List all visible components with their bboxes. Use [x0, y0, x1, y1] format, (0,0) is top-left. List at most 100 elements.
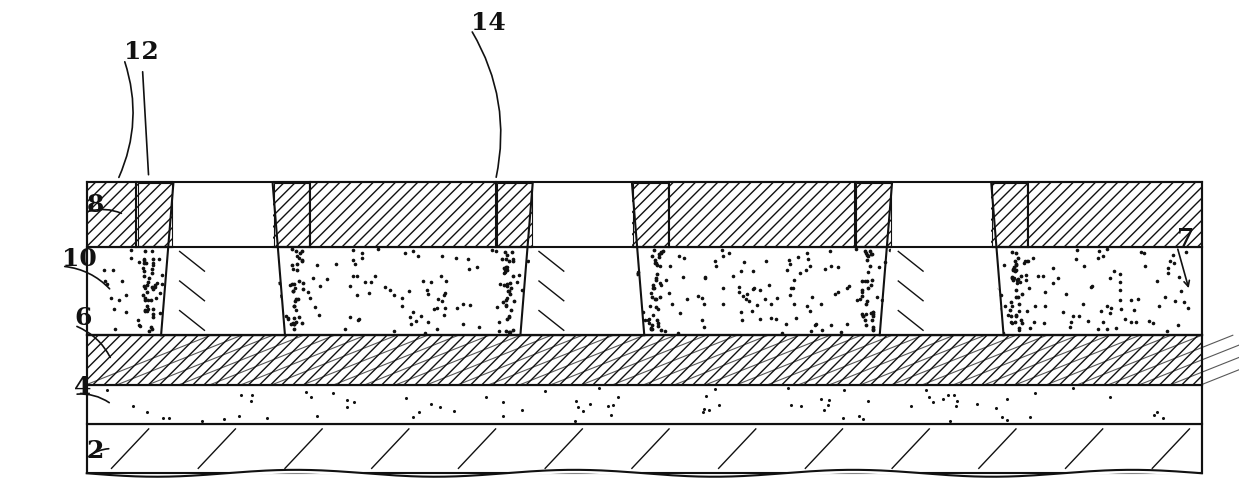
Point — [731, 267, 751, 275]
Point — [919, 392, 939, 400]
Point — [642, 289, 662, 297]
Point — [497, 251, 517, 259]
Point — [642, 293, 662, 301]
Point — [256, 252, 276, 260]
Point — [930, 267, 950, 275]
Point — [1007, 254, 1027, 262]
Point — [812, 326, 831, 334]
Point — [864, 308, 883, 316]
Point — [554, 258, 574, 266]
Point — [933, 394, 953, 402]
Point — [445, 407, 465, 415]
Point — [496, 263, 515, 271]
Point — [638, 316, 658, 324]
Point — [494, 264, 514, 272]
Point — [121, 254, 141, 262]
Point — [503, 297, 523, 305]
Point — [852, 415, 872, 423]
Point — [393, 294, 413, 302]
Point — [913, 257, 933, 265]
Point — [142, 310, 162, 318]
Point — [970, 245, 990, 253]
Point — [208, 294, 228, 302]
Point — [1156, 293, 1176, 301]
Point — [123, 402, 142, 410]
Point — [1066, 255, 1085, 263]
Point — [130, 322, 150, 330]
Point — [1098, 302, 1118, 310]
Point — [292, 285, 312, 293]
Point — [930, 276, 950, 283]
Point — [461, 301, 481, 309]
Point — [1006, 248, 1026, 256]
Point — [996, 416, 1016, 424]
Point — [954, 287, 974, 295]
Point — [782, 401, 802, 409]
Point — [852, 310, 872, 318]
Point — [852, 278, 872, 285]
Point — [644, 246, 664, 253]
Point — [1093, 252, 1113, 260]
Point — [642, 252, 662, 260]
Point — [497, 302, 517, 310]
Point — [467, 263, 487, 271]
Point — [254, 318, 274, 326]
Point — [135, 247, 155, 255]
Point — [580, 400, 600, 408]
Point — [650, 326, 670, 334]
Point — [756, 295, 776, 303]
Point — [820, 247, 840, 255]
Point — [499, 287, 519, 295]
Point — [1048, 274, 1068, 282]
Point — [301, 393, 321, 401]
Point — [141, 282, 161, 290]
Point — [1011, 316, 1031, 324]
Point — [1009, 308, 1028, 316]
Point — [940, 417, 960, 424]
Point — [660, 262, 680, 270]
Point — [242, 397, 261, 405]
Point — [1020, 413, 1040, 421]
Point — [415, 329, 435, 337]
Point — [1043, 280, 1063, 287]
Point — [366, 272, 385, 280]
Point — [199, 279, 219, 286]
Point — [674, 254, 694, 262]
Point — [648, 305, 668, 313]
Point — [493, 255, 513, 263]
Point — [499, 257, 519, 265]
Point — [834, 387, 854, 394]
Point — [947, 402, 966, 410]
Point — [872, 296, 892, 304]
Point — [733, 258, 753, 266]
Point — [1162, 250, 1182, 258]
Point — [939, 267, 959, 275]
Point — [497, 281, 517, 288]
Point — [601, 412, 621, 420]
Point — [923, 398, 943, 406]
Point — [497, 255, 517, 263]
Point — [501, 306, 520, 314]
Point — [933, 324, 953, 332]
Point — [668, 329, 688, 337]
Point — [800, 307, 820, 315]
Point — [606, 300, 626, 308]
Point — [136, 308, 156, 316]
Point — [803, 293, 823, 301]
Point — [145, 282, 165, 289]
Point — [206, 308, 225, 316]
Point — [453, 300, 473, 308]
Point — [1033, 273, 1053, 281]
Point — [714, 300, 733, 308]
Point — [1002, 248, 1022, 256]
Point — [209, 288, 229, 296]
Point — [906, 298, 926, 306]
Point — [1018, 284, 1038, 292]
Point — [167, 274, 187, 282]
Point — [522, 264, 541, 272]
Point — [989, 306, 1009, 314]
Point — [647, 270, 667, 278]
Point — [778, 385, 798, 392]
Point — [489, 327, 509, 335]
Point — [1110, 296, 1130, 304]
